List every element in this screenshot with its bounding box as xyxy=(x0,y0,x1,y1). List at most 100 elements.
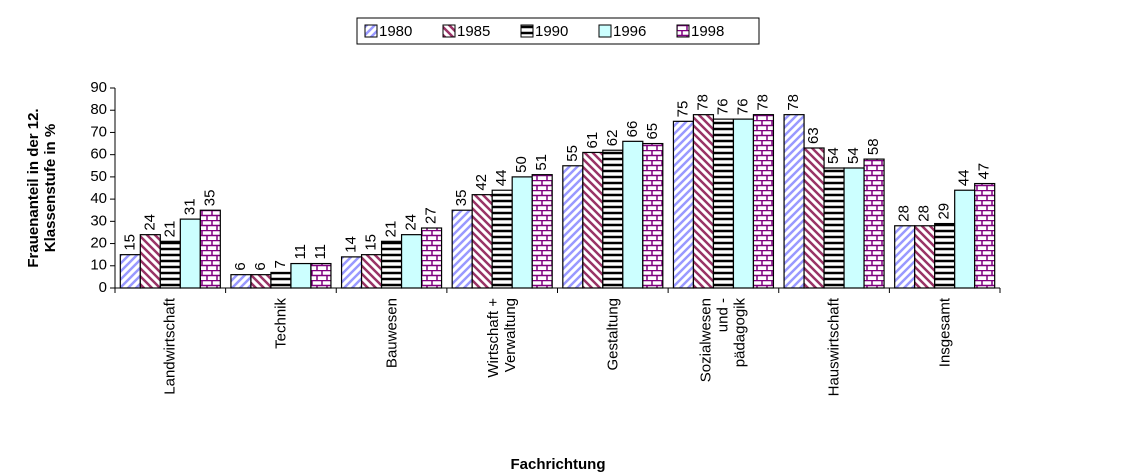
data-label: 27 xyxy=(423,207,440,224)
legend-swatch xyxy=(364,24,378,38)
bar xyxy=(894,225,916,289)
data-label: 78 xyxy=(754,94,771,111)
bar xyxy=(531,174,553,289)
x-axis-title: Fachrichtung xyxy=(510,456,606,473)
bar xyxy=(491,189,513,289)
bar xyxy=(974,182,996,289)
data-label: 54 xyxy=(845,147,862,164)
x-tick-label: Insgesamt xyxy=(936,298,954,368)
y-tick-label: 50 xyxy=(90,168,107,185)
bar xyxy=(642,142,664,289)
legend-label: 1980 xyxy=(379,23,412,40)
x-tick-label: Landwirtschaft xyxy=(161,298,179,395)
legend-label: 1998 xyxy=(691,23,724,40)
data-label: 55 xyxy=(564,145,581,162)
bar xyxy=(199,209,221,289)
data-label: 76 xyxy=(714,98,731,115)
data-label: 35 xyxy=(201,190,218,207)
data-label: 21 xyxy=(383,221,400,238)
data-label: 75 xyxy=(674,101,691,118)
bar xyxy=(380,240,403,289)
bar xyxy=(119,254,141,289)
data-label: 50 xyxy=(513,156,530,173)
bar xyxy=(159,240,181,289)
data-label: 6 xyxy=(252,262,269,270)
data-label: 24 xyxy=(141,214,158,231)
y-tick-label: 80 xyxy=(90,101,107,118)
y-tick-label: 0 xyxy=(99,279,107,296)
data-label: 15 xyxy=(363,234,380,251)
x-tick-label: Hauswirtschaft xyxy=(825,298,843,397)
y-tick-label: 70 xyxy=(90,123,107,140)
bar xyxy=(471,194,493,289)
data-label: 44 xyxy=(956,170,973,187)
data-label: 11 xyxy=(292,244,309,260)
bar xyxy=(672,120,695,289)
data-label: 6 xyxy=(232,262,249,270)
bar xyxy=(420,227,443,289)
data-label: 31 xyxy=(181,198,198,215)
bar xyxy=(360,254,383,289)
bar xyxy=(340,256,363,289)
y-tick-label: 30 xyxy=(90,212,107,229)
bar xyxy=(622,140,644,289)
x-tick-label: Technik xyxy=(272,298,290,349)
bar xyxy=(843,167,865,289)
legend-swatch xyxy=(598,24,612,38)
legend-swatch xyxy=(520,24,534,38)
data-label: 42 xyxy=(473,174,490,191)
bar xyxy=(914,225,936,289)
data-label: 24 xyxy=(403,214,420,231)
data-label: 28 xyxy=(896,205,913,222)
bar xyxy=(803,147,825,289)
data-label: 29 xyxy=(936,203,953,220)
bar xyxy=(290,262,312,289)
bar xyxy=(511,176,533,289)
bar xyxy=(934,222,956,289)
data-label: 62 xyxy=(604,130,621,147)
y-axis-title: Frauenanteil in der 12. Klassenstufe in … xyxy=(25,108,59,268)
data-label: 35 xyxy=(453,190,470,207)
data-label: 44 xyxy=(493,170,510,187)
bar xyxy=(310,262,332,289)
legend-label: 1985 xyxy=(457,23,490,40)
y-tick-label: 90 xyxy=(90,79,107,96)
bar xyxy=(139,234,161,289)
bar xyxy=(451,209,473,289)
bar xyxy=(783,114,805,289)
data-label: 28 xyxy=(916,205,933,222)
data-label: 61 xyxy=(584,132,601,149)
data-label: 63 xyxy=(805,127,822,144)
data-label: 21 xyxy=(161,221,178,238)
bar xyxy=(250,274,272,289)
data-label: 7 xyxy=(272,260,289,268)
y-tick-label: 60 xyxy=(90,146,107,163)
data-label: 76 xyxy=(734,98,751,115)
bar xyxy=(562,165,584,289)
data-label: 66 xyxy=(624,121,641,138)
legend-box xyxy=(356,17,760,45)
bar xyxy=(270,271,292,289)
legend-label: 1996 xyxy=(613,23,646,40)
bar xyxy=(602,149,624,289)
x-tick-label: Sozialwesen und - pädagogik xyxy=(697,298,749,383)
x-tick-label: Gestaltung xyxy=(604,298,622,371)
bar xyxy=(400,234,423,289)
data-label: 11 xyxy=(312,244,329,260)
y-tick-label: 10 xyxy=(90,257,107,274)
bar xyxy=(732,118,755,289)
legend-label: 1990 xyxy=(535,23,568,40)
data-label: 51 xyxy=(533,154,550,171)
bar xyxy=(823,167,845,289)
bar xyxy=(863,158,885,289)
data-label: 15 xyxy=(121,234,138,251)
data-label: 58 xyxy=(865,138,882,155)
bar xyxy=(230,274,252,289)
x-tick-label: Bauwesen xyxy=(383,298,401,369)
x-tick-label: Wirtschaft + Verwaltung xyxy=(485,298,520,378)
bar xyxy=(582,151,604,289)
bar xyxy=(954,189,976,289)
data-label: 54 xyxy=(825,147,842,164)
bar xyxy=(179,218,201,289)
